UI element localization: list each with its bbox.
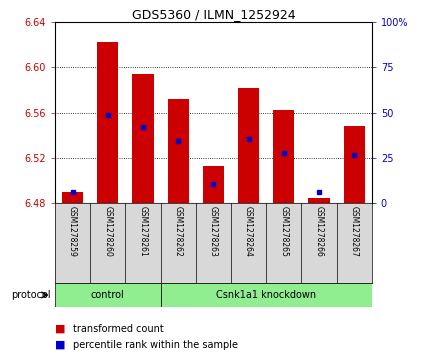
Text: percentile rank within the sample: percentile rank within the sample bbox=[73, 340, 238, 350]
Text: GSM1278263: GSM1278263 bbox=[209, 206, 218, 257]
Bar bbox=[55, 283, 161, 307]
Bar bbox=[273, 110, 294, 203]
Bar bbox=[97, 42, 118, 203]
Text: GSM1278266: GSM1278266 bbox=[315, 206, 323, 257]
Text: protocol: protocol bbox=[11, 290, 51, 300]
Title: GDS5360 / ILMN_1252924: GDS5360 / ILMN_1252924 bbox=[132, 8, 295, 21]
Bar bbox=[62, 192, 83, 203]
Text: ■: ■ bbox=[55, 323, 66, 334]
Text: control: control bbox=[91, 290, 125, 300]
Text: GSM1278261: GSM1278261 bbox=[139, 206, 147, 256]
Bar bbox=[308, 197, 330, 203]
Text: ■: ■ bbox=[55, 340, 66, 350]
Bar bbox=[344, 126, 365, 203]
Text: GSM1278259: GSM1278259 bbox=[68, 206, 77, 257]
Text: GSM1278262: GSM1278262 bbox=[174, 206, 183, 256]
Bar bbox=[161, 283, 372, 307]
Text: Csnk1a1 knockdown: Csnk1a1 knockdown bbox=[216, 290, 316, 300]
Bar bbox=[132, 74, 154, 203]
Bar bbox=[168, 99, 189, 203]
Text: GSM1278265: GSM1278265 bbox=[279, 206, 288, 257]
Bar bbox=[203, 166, 224, 203]
Text: GSM1278260: GSM1278260 bbox=[103, 206, 112, 257]
Text: GSM1278264: GSM1278264 bbox=[244, 206, 253, 257]
Bar bbox=[238, 87, 259, 203]
Text: GSM1278267: GSM1278267 bbox=[350, 206, 359, 257]
Text: transformed count: transformed count bbox=[73, 323, 163, 334]
